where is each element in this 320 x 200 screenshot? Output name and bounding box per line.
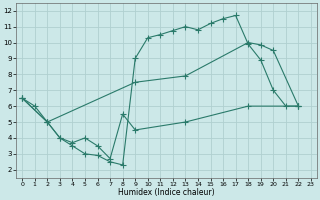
X-axis label: Humidex (Indice chaleur): Humidex (Indice chaleur) <box>118 188 215 197</box>
